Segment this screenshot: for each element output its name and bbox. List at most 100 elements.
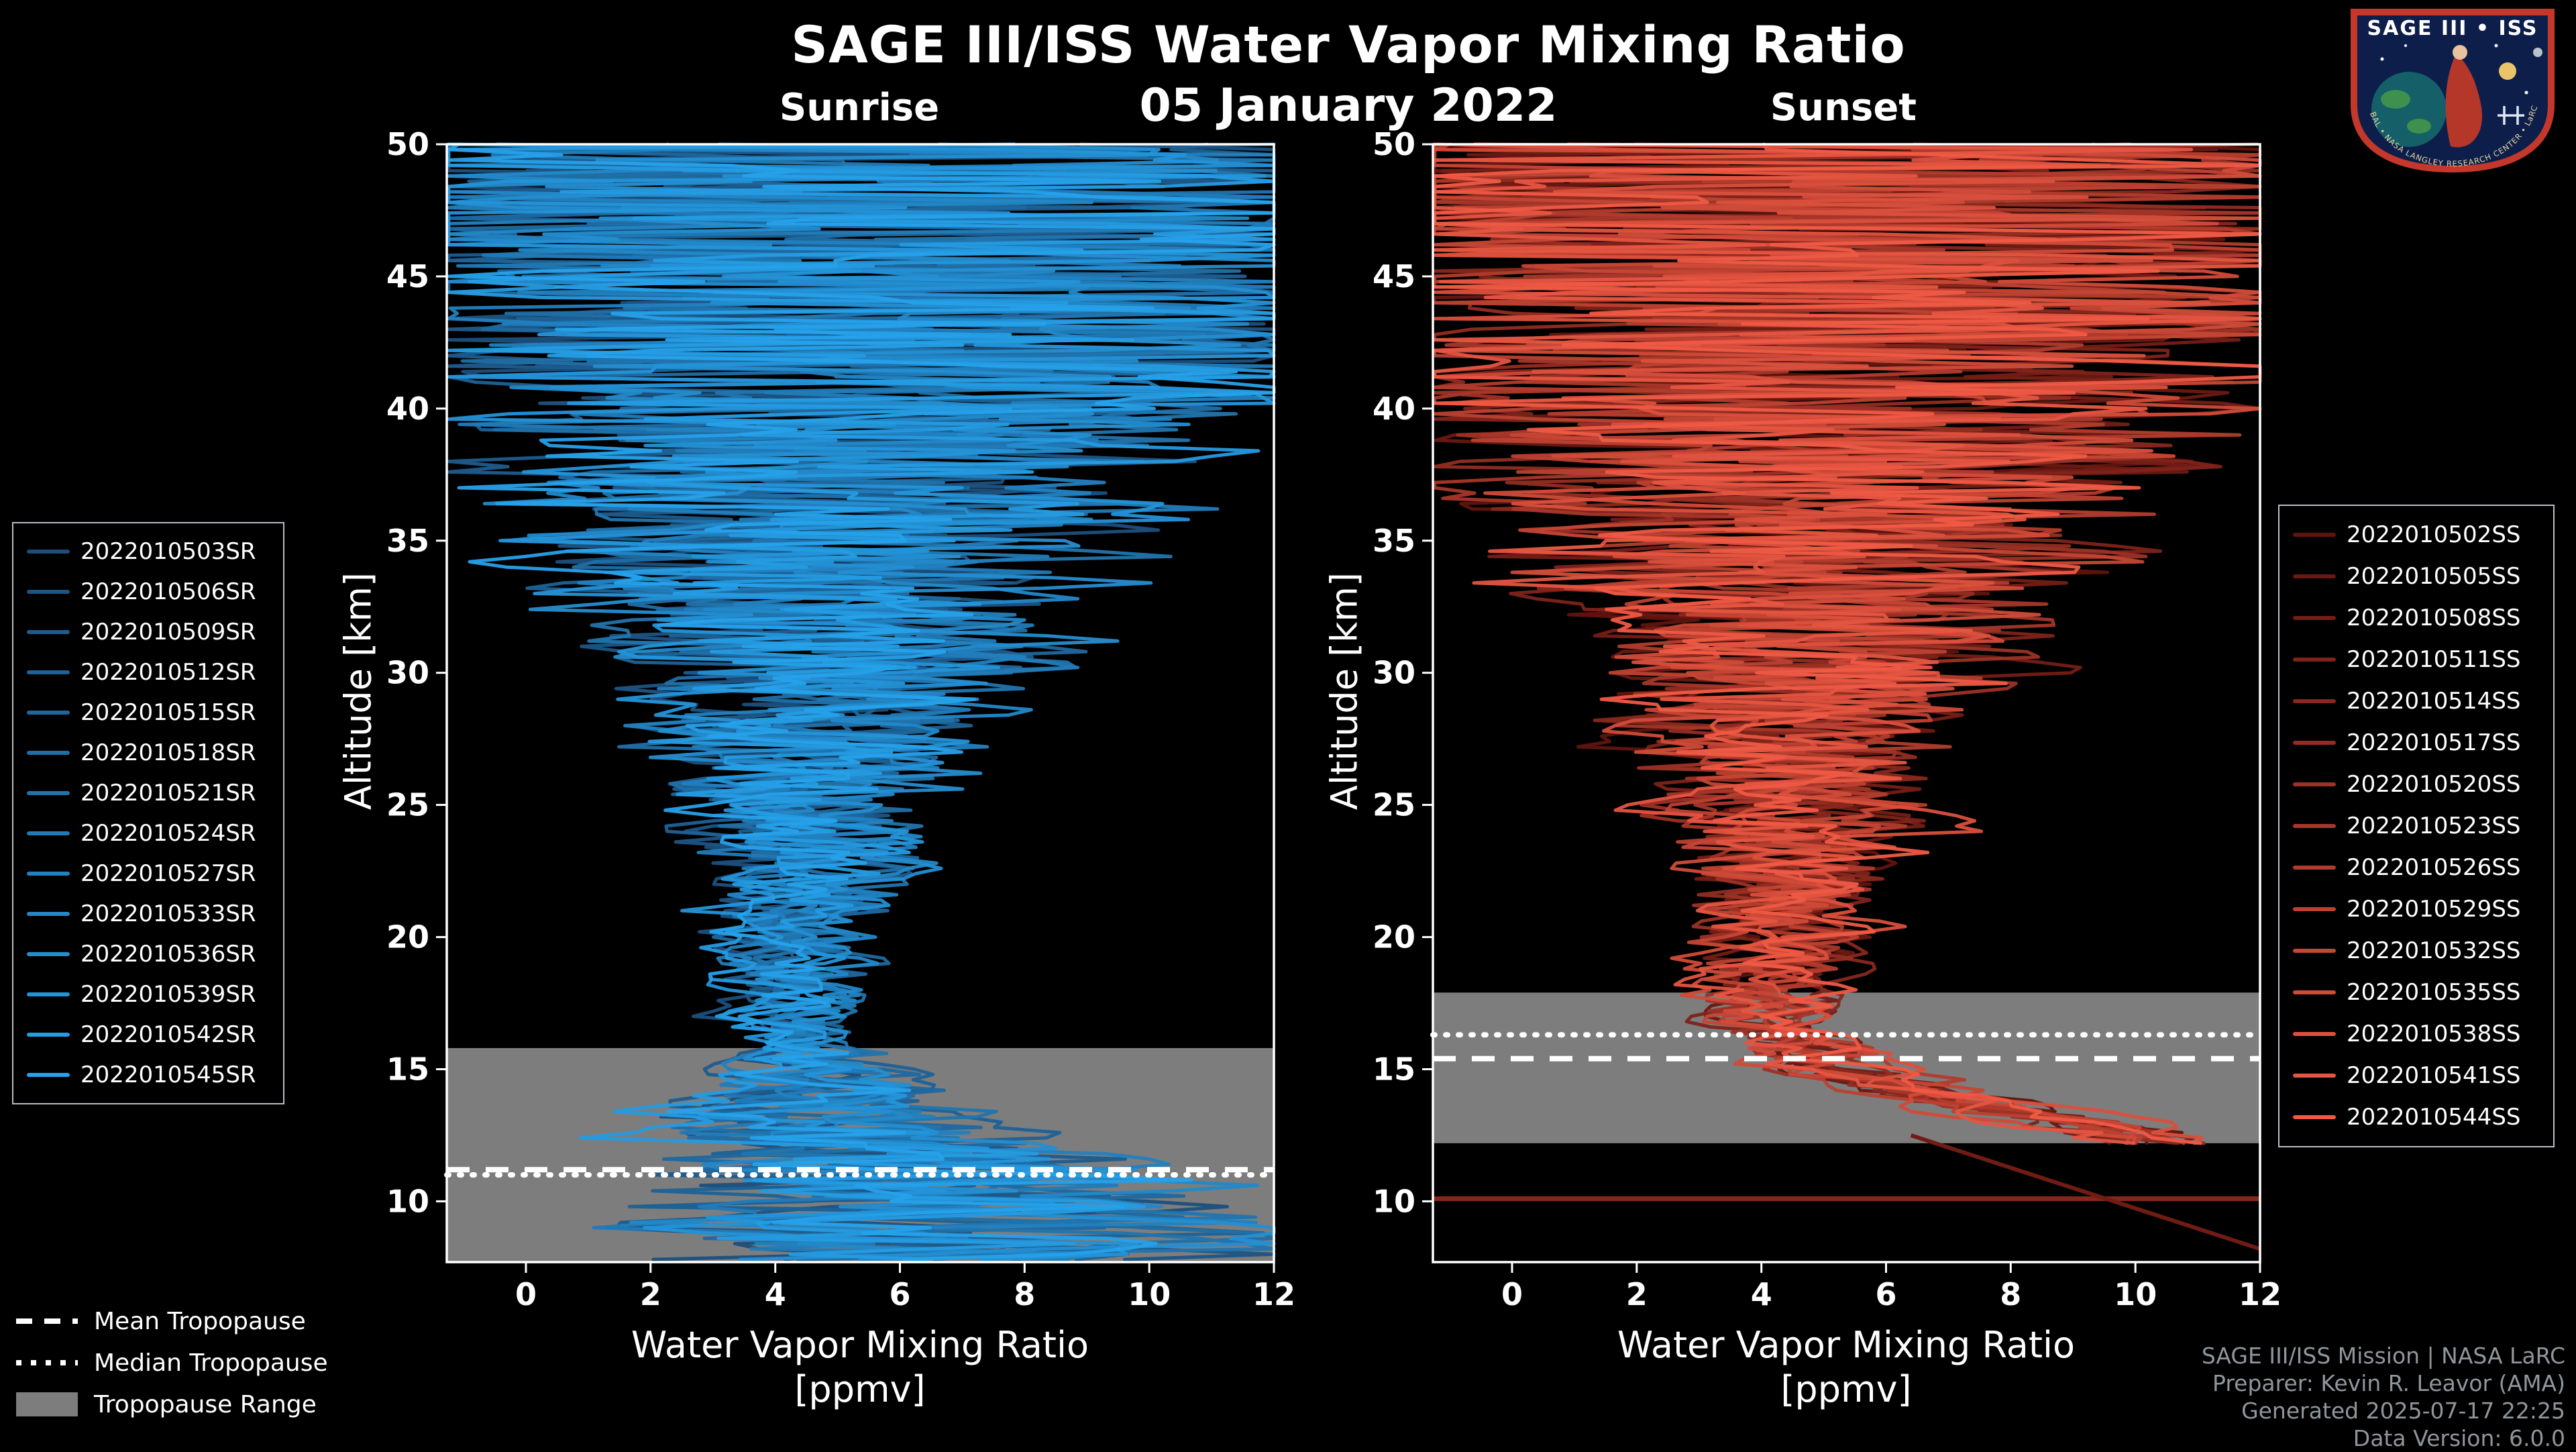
figure-head xyxy=(2453,45,2467,60)
y-tick-label: 10 xyxy=(386,1183,429,1219)
legend-item: 2022010523SS xyxy=(2293,805,2540,847)
sunrise-panel-title: Sunrise xyxy=(779,86,940,129)
x-axis-label-text: Water Vapor Mixing Ratio xyxy=(1617,1324,2076,1366)
sage-iii-iss-mission-logo: SAGE III • ISS BAL • NASA LANGLEY RESEAR… xyxy=(2351,9,2555,173)
y-tick-label: 25 xyxy=(1373,787,1415,823)
y-tick-label: 50 xyxy=(386,126,429,162)
median-tropopause-label: Median Tropopause xyxy=(94,1349,328,1377)
mean-tropopause-label: Mean Tropopause xyxy=(94,1307,306,1335)
y-tick-label: 35 xyxy=(386,523,429,559)
legend-item: 2022010505SS xyxy=(2293,556,2540,597)
legend-item: 2022010512SR xyxy=(27,652,270,692)
x-tick-label: 0 xyxy=(515,1276,537,1312)
y-tick-label: 40 xyxy=(1373,391,1415,427)
legend-item: 2022010526SS xyxy=(2293,847,2540,888)
legend-item: 2022010506SR xyxy=(27,572,270,612)
legend-item: 2022010539SR xyxy=(27,974,270,1015)
legend-item: 2022010521SR xyxy=(27,773,270,813)
legend-item-label: 2022010521SR xyxy=(80,780,256,807)
x-tick-label: 12 xyxy=(2239,1276,2280,1312)
legend-item-label: 2022010536SR xyxy=(80,941,256,968)
robed-figure-icon xyxy=(2445,54,2482,148)
legend-item: 2022010538SS xyxy=(2293,1013,2540,1055)
legend-item-label: 2022010542SR xyxy=(80,1021,256,1048)
legend-item: 2022010524SR xyxy=(27,813,270,853)
legend-item-label: 2022010508SS xyxy=(2347,605,2521,631)
figure-title: SAGE III/ISS Water Vapor Mixing Ratio xyxy=(791,15,1906,74)
legend-item-label: 2022010538SS xyxy=(2347,1021,2521,1047)
legend-item-label: 2022010505SS xyxy=(2347,563,2521,590)
legend-line-swatch xyxy=(2293,616,2336,620)
x-tick-label: 8 xyxy=(1014,1276,1035,1312)
x-tick-label: 0 xyxy=(1501,1276,1523,1312)
legend-item: 2022010536SR xyxy=(27,934,270,974)
tropopause-range-band xyxy=(1433,992,2260,1143)
legend-item: 2022010508SS xyxy=(2293,597,2540,639)
sunset-plot: 0 2 4 6 8 10 12 10 15 20 25 30 35 40 45 50 xyxy=(1373,126,2280,1312)
legend-line-swatch xyxy=(27,791,70,795)
star-icon xyxy=(2494,44,2498,48)
moon-icon xyxy=(2533,48,2542,57)
tropopause-range-legend-item: Tropopause Range xyxy=(16,1384,328,1425)
sunrise-y-axis-label: Altitude [km] xyxy=(337,572,380,811)
sunset-x-axis-label: Water Vapor Mixing Ratio [ppmv] xyxy=(1617,1323,2075,1412)
star-icon xyxy=(2524,91,2528,95)
footer-generated-line: Generated 2025-07-17 22:25 xyxy=(2241,1398,2565,1424)
mean-tropopause-legend-item: Mean Tropopause xyxy=(16,1300,328,1342)
legend-line-swatch xyxy=(2293,949,2336,953)
legend-item: 2022010518SR xyxy=(27,733,270,773)
y-tick-label: 30 xyxy=(386,655,429,691)
legend-line-swatch xyxy=(2293,824,2336,828)
sunrise-plot: 0 2 4 6 8 10 12 10 15 20 25 30 35 40 45 50 xyxy=(386,126,1294,1312)
legend-item: 2022010503SR xyxy=(27,531,270,572)
x-tick-label: 8 xyxy=(2000,1276,2021,1312)
legend-item: 2022010529SS xyxy=(2293,888,2540,930)
figure-date: 05 January 2022 xyxy=(1139,79,1558,132)
profile-line xyxy=(1433,142,2262,1145)
legend-line-swatch xyxy=(2293,533,2336,537)
x-tick-label: 4 xyxy=(1751,1276,1772,1312)
legend-line-swatch xyxy=(27,1033,70,1037)
y-tick-label: 45 xyxy=(386,258,429,295)
footer-preparer-line: Preparer: Kevin R. Leavor (AMA) xyxy=(2212,1370,2565,1396)
legend-line-swatch xyxy=(27,952,70,956)
legend-item: 2022010545SR xyxy=(27,1055,270,1095)
y-tick-label: 30 xyxy=(1373,655,1415,691)
sunrise-legend: 2022010503SR 2022010506SR 2022010509SR 2022… xyxy=(12,522,284,1104)
logo-title: SAGE III • ISS xyxy=(2367,17,2538,40)
legend-line-swatch xyxy=(27,751,70,755)
legend-item-label: 2022010545SR xyxy=(80,1061,256,1088)
legend-line-swatch xyxy=(2293,741,2336,745)
legend-item: 2022010509SR xyxy=(27,612,270,652)
tropopause-range-label: Tropopause Range xyxy=(94,1390,317,1418)
legend-line-swatch xyxy=(2293,1115,2336,1119)
legend-item-label: 2022010544SS xyxy=(2347,1104,2521,1131)
legend-item: 2022010515SR xyxy=(27,692,270,733)
x-tick-label: 4 xyxy=(765,1276,786,1312)
legend-item: 2022010541SS xyxy=(2293,1055,2540,1096)
legend-item-label: 2022010517SS xyxy=(2347,729,2521,756)
plot-border xyxy=(1432,143,2261,1263)
legend-line-swatch xyxy=(27,550,70,554)
legend-item-label: 2022010541SS xyxy=(2347,1062,2521,1089)
legend-line-swatch xyxy=(2293,574,2336,578)
star-icon xyxy=(2404,44,2407,47)
dashed-line-swatch xyxy=(16,1318,78,1324)
y-tick-label: 35 xyxy=(1373,523,1415,559)
legend-item: 2022010520SS xyxy=(2293,764,2540,805)
sunset-y-axis-label: Altitude [km] xyxy=(1323,572,1366,811)
star-icon xyxy=(2380,57,2384,61)
y-tick-label: 20 xyxy=(1373,919,1415,955)
earth-land xyxy=(2381,90,2410,109)
legend-line-swatch xyxy=(27,872,70,876)
legend-item: 2022010535SS xyxy=(2293,972,2540,1013)
sun-icon xyxy=(2499,62,2516,80)
legend-item: 2022010511SS xyxy=(2293,639,2540,680)
legend-item: 2022010544SS xyxy=(2293,1096,2540,1138)
legend-line-swatch xyxy=(2293,782,2336,786)
legend-item-label: 2022010533SR xyxy=(80,900,256,927)
legend-item-label: 2022010514SS xyxy=(2347,688,2521,715)
y-tick-label: 45 xyxy=(1373,258,1415,295)
legend-item-label: 2022010518SR xyxy=(80,739,256,766)
footer-credits: SAGE III/ISS Mission | NASA LaRC Prepare… xyxy=(2202,1342,2565,1452)
